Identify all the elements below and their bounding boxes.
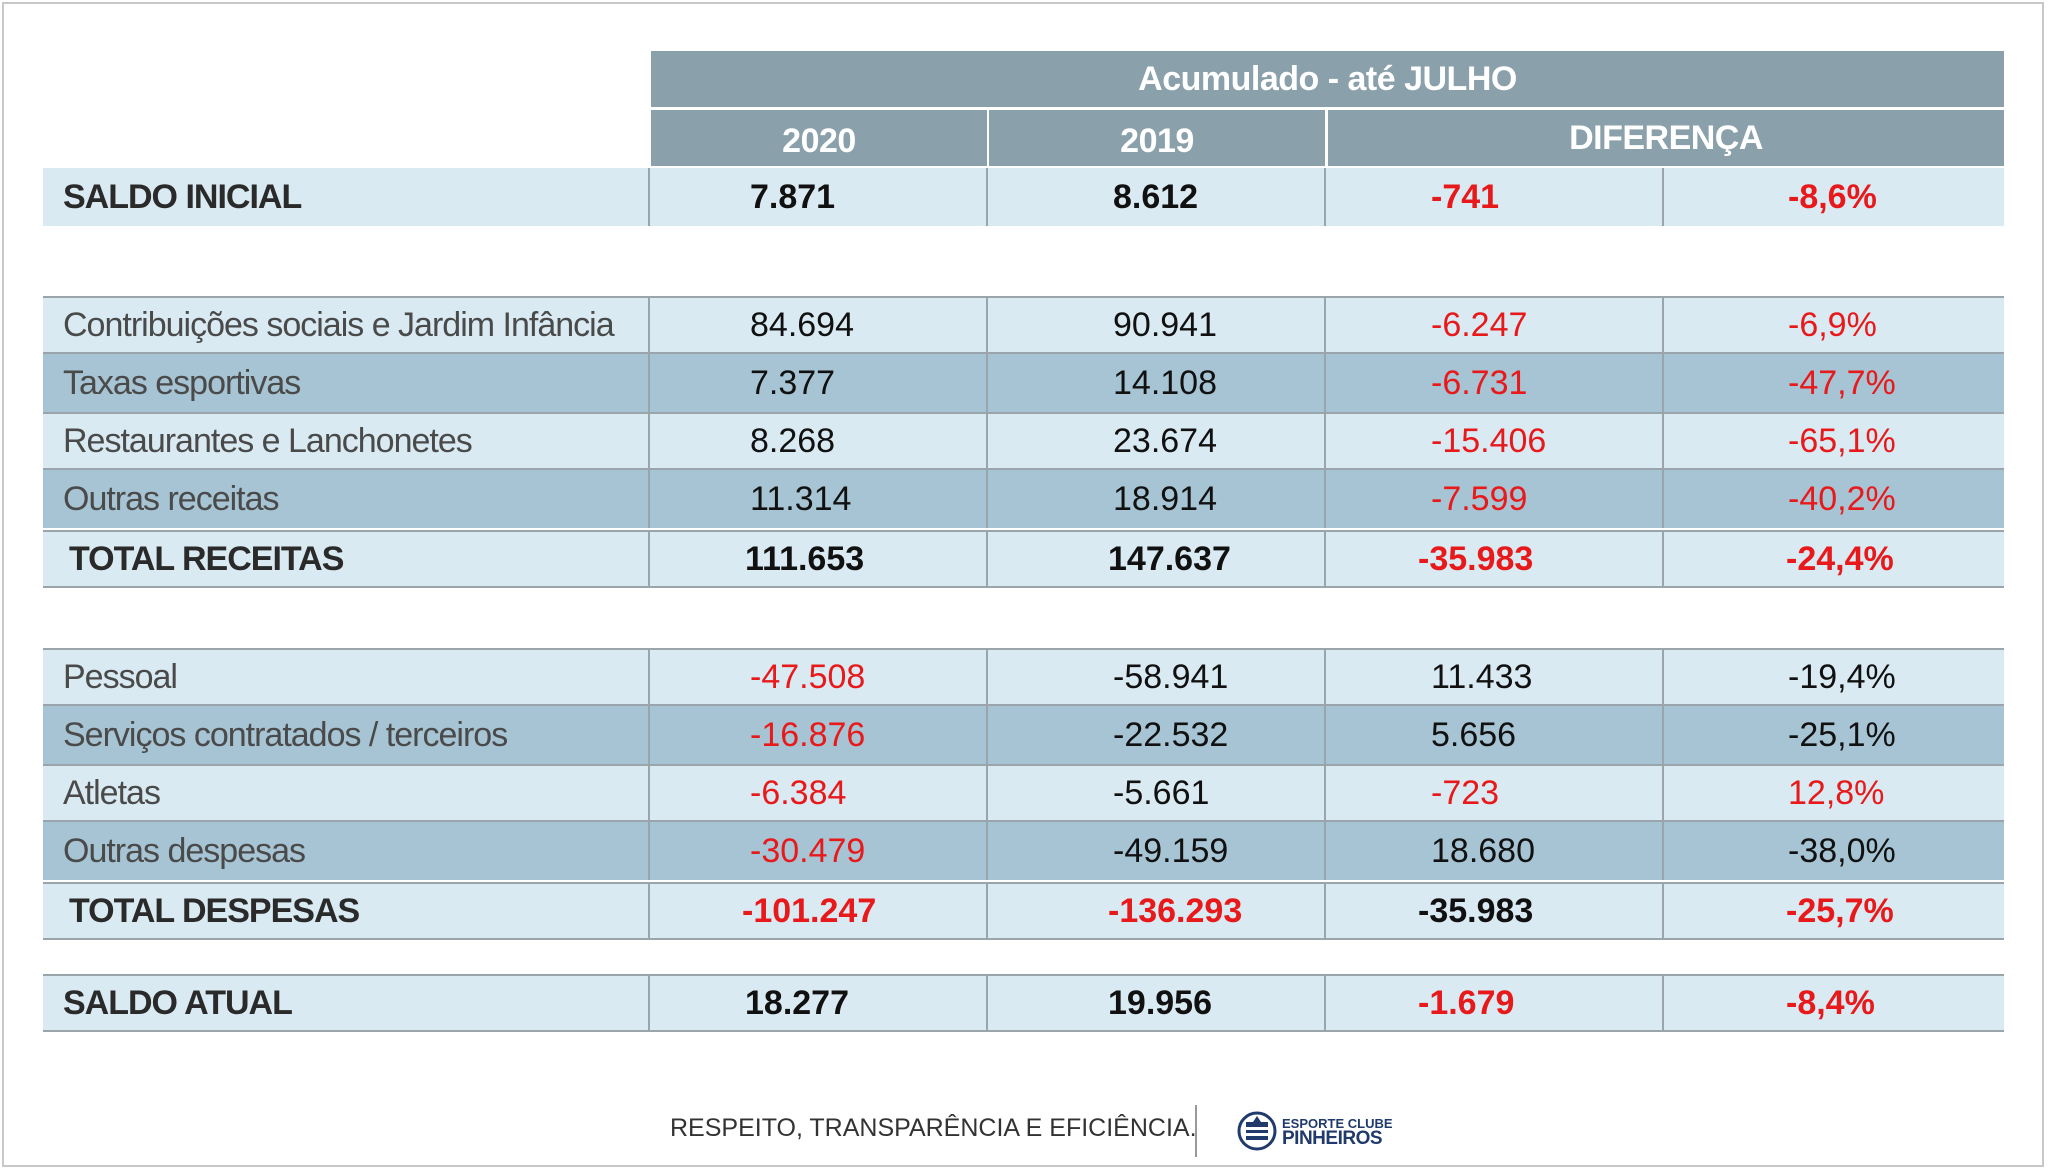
value-2019: 14.108 [988,354,1326,412]
value-2019: -49.159 [988,822,1326,880]
header-title: Acumulado - até JULHO [1138,59,1517,98]
row-label: Serviços contratados / terceiros [43,706,650,764]
value-2020: -47.508 [650,650,988,704]
value-pct: -25,7% [1786,891,1894,930]
row-label: Outras receitas [43,470,650,528]
value-pct: -40,2% [1788,479,1896,518]
value-pct: -6,9% [1788,305,1877,344]
value-pct: -24,4% [1786,539,1894,578]
value-diff: 11.433 [1326,650,1664,704]
value-pct: -38,0% [1788,831,1896,870]
row-label: Restaurantes e Lanchonetes [43,414,650,468]
row-label: Contribuições sociais e Jardim Infância [43,298,650,352]
value-pct: -25,1% [1788,715,1896,754]
value-2019: -136.293 [988,884,1326,938]
row-saldo-atual: SALDO ATUAL 18.277 19.956 -1.679 -8,4% [43,974,2004,1032]
value-2020: 84.694 [650,298,988,352]
value-2020: 7.871 [650,168,988,226]
value-2019: 19.956 [988,976,1326,1030]
value-pct: -19,4% [1788,657,1896,696]
row-label: Taxas esportivas [43,354,650,412]
row-despesa: Atletas -6.384 -5.661 -723 12,8% [43,764,2004,822]
value-2020: -6.384 [650,766,988,820]
value-diff: -723 [1326,766,1664,820]
value-diff: -15.406 [1326,414,1664,468]
value-diff: -35.983 [1326,884,1664,938]
row-despesa: Pessoal -47.508 -58.941 11.433 -19,4% [43,648,2004,706]
value-diff: -741 [1326,168,1664,226]
row-receita: Restaurantes e Lanchonetes 8.268 23.674 … [43,412,2004,470]
value-diff: -35.983 [1326,532,1664,586]
value-diff: -7.599 [1326,470,1664,528]
value-2020: 11.314 [650,470,988,528]
value-2019: 18.914 [988,470,1326,528]
value-2019: -22.532 [988,706,1326,764]
row-despesa: Outras despesas -30.479 -49.159 18.680 -… [43,822,2004,880]
value-2020: 18.277 [650,976,988,1030]
value-2020: -30.479 [650,822,988,880]
value-diff: 5.656 [1326,706,1664,764]
row-total-receitas: TOTAL RECEITAS 111.653 147.637 -35.983 -… [43,530,2004,588]
column-header-2020: 2020 [651,110,987,166]
value-2020: 111.653 [650,532,988,586]
value-2020: -101.247 [650,884,988,938]
row-saldo-inicial: SALDO INICIAL 7.871 8.612 -741 -8,6% [43,168,2004,226]
value-2019: -58.941 [988,650,1326,704]
value-pct: -47,7% [1788,363,1896,402]
row-label: Pessoal [43,650,650,704]
club-logo-icon [1237,1111,1277,1151]
column-header-diferenca: DIFERENÇA [1328,110,2004,166]
row-total-despesas: TOTAL DESPESAS -101.247 -136.293 -35.983… [43,882,2004,940]
value-2020: 7.377 [650,354,988,412]
row-label: Atletas [43,766,650,820]
row-label: TOTAL DESPESAS [43,884,650,938]
value-pct: -8,6% [1788,177,1877,216]
value-diff: 18.680 [1326,822,1664,880]
row-receita: Contribuições sociais e Jardim Infância … [43,296,2004,354]
value-pct: 12,8% [1788,773,1885,812]
row-label: SALDO INICIAL [43,168,650,226]
value-diff: -1.679 [1326,976,1664,1030]
value-pct: -65,1% [1788,421,1896,460]
row-receita: Outras receitas 11.314 18.914 -7.599 -40… [43,470,2004,528]
value-2020: 8.268 [650,414,988,468]
value-2020: -16.876 [650,706,988,764]
column-header-2019: 2019 [989,110,1325,166]
row-label: SALDO ATUAL [43,976,650,1030]
value-2019: -5.661 [988,766,1326,820]
table-header-title: Acumulado - até JULHO [651,51,2004,107]
row-label: TOTAL RECEITAS [43,532,650,586]
value-2019: 90.941 [988,298,1326,352]
row-receita: Taxas esportivas 7.377 14.108 -6.731 -47… [43,354,2004,412]
footer-motto: RESPEITO, TRANSPARÊNCIA E EFICIÊNCIA. [670,1114,1197,1142]
value-2019: 23.674 [988,414,1326,468]
footer-divider [1195,1105,1197,1157]
value-diff: -6.731 [1326,354,1664,412]
value-2019: 147.637 [988,532,1326,586]
row-despesa: Serviços contratados / terceiros -16.876… [43,706,2004,764]
value-2019: 8.612 [988,168,1326,226]
logo-line-2: PINHEIROS [1282,1128,1383,1149]
value-pct: -8,4% [1786,983,1875,1022]
row-label: Outras despesas [43,822,650,880]
value-diff: -6.247 [1326,298,1664,352]
logo-line-1: ESPORTE CLUBE [1282,1116,1393,1131]
